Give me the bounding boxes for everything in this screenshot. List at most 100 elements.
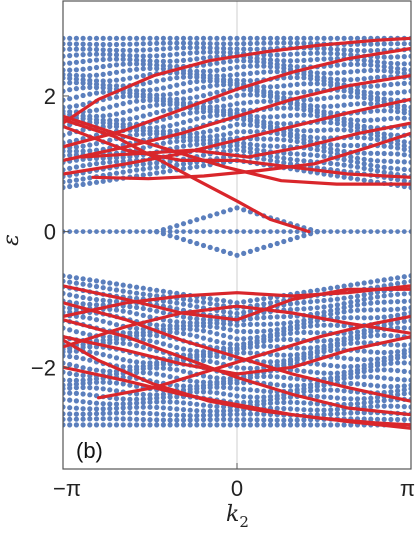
bulk-point xyxy=(221,154,227,160)
bulk-point xyxy=(408,349,411,355)
bulk-point xyxy=(73,422,79,428)
bulk-point xyxy=(140,360,146,366)
bulk-point xyxy=(113,380,120,386)
bulk-point xyxy=(368,135,374,142)
bulk-point xyxy=(308,57,314,63)
bulk-point xyxy=(147,338,153,344)
bulk-point xyxy=(267,89,274,95)
bulk-point xyxy=(63,167,66,173)
bulk-point xyxy=(308,112,314,118)
bulk-point xyxy=(388,144,394,150)
bulk-point xyxy=(294,138,300,145)
bulk-point xyxy=(100,78,106,84)
bulk-point xyxy=(328,76,334,82)
bulk-point xyxy=(234,147,240,153)
bulk-point xyxy=(254,417,260,423)
bulk-point xyxy=(321,144,327,150)
bulk-point xyxy=(374,367,381,373)
bulk-point xyxy=(107,70,113,76)
bulk-point xyxy=(100,106,106,112)
bulk-point xyxy=(408,140,411,146)
bulk-point xyxy=(154,395,160,401)
bulk-point xyxy=(334,284,340,290)
bulk-point xyxy=(348,330,354,336)
bulk-point xyxy=(207,323,213,330)
bulk-point xyxy=(314,393,320,400)
bulk-point xyxy=(234,41,240,47)
bulk-point xyxy=(314,107,320,113)
bulk-point xyxy=(381,164,387,170)
bulk-point xyxy=(214,390,220,396)
bulk-point xyxy=(134,325,140,332)
bulk-point xyxy=(221,422,227,428)
bulk-point xyxy=(254,343,260,350)
zero-energy-point xyxy=(207,229,213,235)
bulk-point xyxy=(207,337,213,343)
bulk-point xyxy=(328,394,334,400)
bulk-point xyxy=(154,78,160,84)
bulk-point xyxy=(120,401,126,407)
bulk-point xyxy=(374,158,381,164)
bulk-point xyxy=(160,399,166,405)
bulk-point xyxy=(314,422,320,428)
bulk-point xyxy=(80,52,86,58)
bulk-point xyxy=(134,41,140,47)
bulk-point xyxy=(87,84,93,90)
bulk-point xyxy=(267,143,274,149)
bulk-point xyxy=(241,299,247,305)
bulk-point xyxy=(63,35,66,41)
bulk-point xyxy=(388,349,394,355)
bulk-point xyxy=(314,56,320,63)
bulk-point xyxy=(334,173,340,179)
bulk-point xyxy=(167,52,173,58)
zero-energy-point xyxy=(214,229,220,235)
bulk-point xyxy=(274,352,280,358)
bulk-point xyxy=(234,310,240,317)
zero-energy-point xyxy=(341,229,347,235)
bulk-point xyxy=(241,92,247,98)
gap-point xyxy=(227,250,233,256)
bulk-point xyxy=(328,407,334,413)
bulk-point xyxy=(127,41,133,47)
bulk-point xyxy=(348,380,354,387)
gap-point xyxy=(174,223,180,229)
bulk-point xyxy=(341,77,347,83)
bulk-point xyxy=(127,87,133,94)
gap-point xyxy=(194,240,200,247)
bulk-point xyxy=(381,116,387,122)
bulk-point xyxy=(247,308,253,314)
zero-energy-point xyxy=(167,229,173,235)
bulk-point xyxy=(361,57,367,63)
bulk-point xyxy=(294,64,300,70)
bulk-point xyxy=(134,98,140,104)
bulk-point xyxy=(388,292,394,298)
bulk-point xyxy=(287,130,294,137)
bulk-point xyxy=(207,417,213,423)
bulk-point xyxy=(160,108,166,114)
bulk-point xyxy=(180,40,187,46)
bulk-point xyxy=(301,40,307,46)
bulk-point xyxy=(67,87,73,93)
bulk-point xyxy=(200,72,207,78)
bulk-point xyxy=(348,175,354,181)
bulk-point xyxy=(374,95,381,101)
bulk-point xyxy=(388,165,394,171)
bulk-point xyxy=(381,332,387,338)
bulk-point xyxy=(221,325,227,331)
bulk-point xyxy=(321,103,327,110)
bulk-point xyxy=(100,297,106,303)
bulk-point xyxy=(287,417,294,423)
bulk-point xyxy=(241,129,247,135)
bulk-point xyxy=(361,400,367,406)
bulk-point xyxy=(200,385,207,391)
bulk-point xyxy=(334,35,340,41)
bulk-point xyxy=(267,417,274,423)
bulk-point xyxy=(401,178,407,184)
bulk-point xyxy=(401,70,407,76)
bulk-point xyxy=(93,90,100,96)
bulk-point xyxy=(227,380,233,386)
bulk-point xyxy=(113,322,120,328)
bulk-point xyxy=(308,146,314,152)
bulk-point xyxy=(187,400,193,407)
bulk-point xyxy=(261,422,267,428)
